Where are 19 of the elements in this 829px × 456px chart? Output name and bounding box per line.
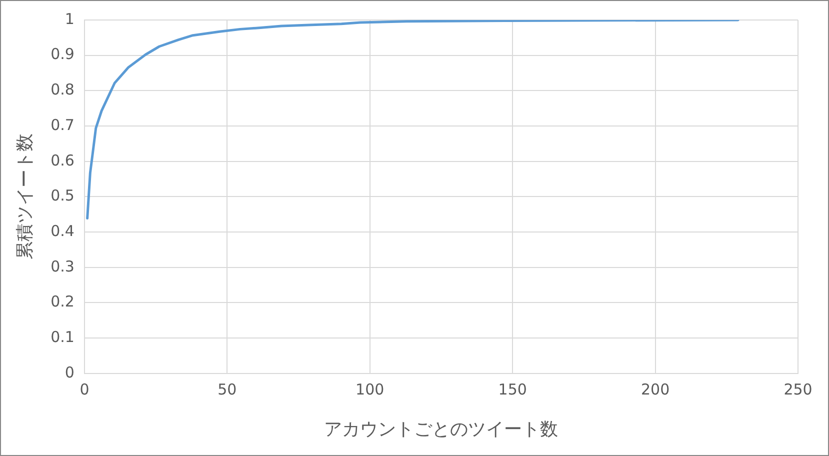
y-tick-label: 1: [64, 10, 74, 28]
x-tick-label: 150: [498, 380, 527, 398]
y-tick-label: 0.1: [50, 328, 74, 346]
y-tick-label: 0.2: [50, 292, 74, 311]
y-tick-label: 0.5: [50, 186, 74, 205]
x-tick-label: 0: [80, 380, 90, 398]
y-tick-label: 0.4: [50, 222, 74, 240]
y-tick-label: 0.8: [50, 80, 74, 99]
x-tick-label: 100: [356, 380, 384, 398]
x-axis-title: アカウントごとのツイート数: [324, 418, 558, 440]
y-tick-label: 0.6: [50, 151, 74, 170]
x-tick-label: 250: [784, 380, 812, 398]
y-tick-label: 0.9: [50, 45, 74, 64]
x-tick-label: 50: [218, 380, 237, 398]
x-tick-label: 200: [640, 380, 670, 398]
y-tick-label: 0.3: [50, 257, 74, 276]
y-tick-label: 0.7: [50, 116, 74, 134]
y-axis-title: 累積ツイート数: [14, 134, 36, 260]
y-tick-label: 0: [64, 363, 74, 382]
